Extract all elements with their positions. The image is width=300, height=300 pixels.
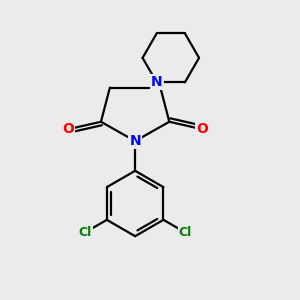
Text: Cl: Cl [78,226,92,239]
Text: O: O [196,122,208,136]
Text: N: N [129,134,141,148]
Text: Cl: Cl [179,226,192,239]
Text: N: N [151,75,163,89]
Text: O: O [62,122,74,136]
